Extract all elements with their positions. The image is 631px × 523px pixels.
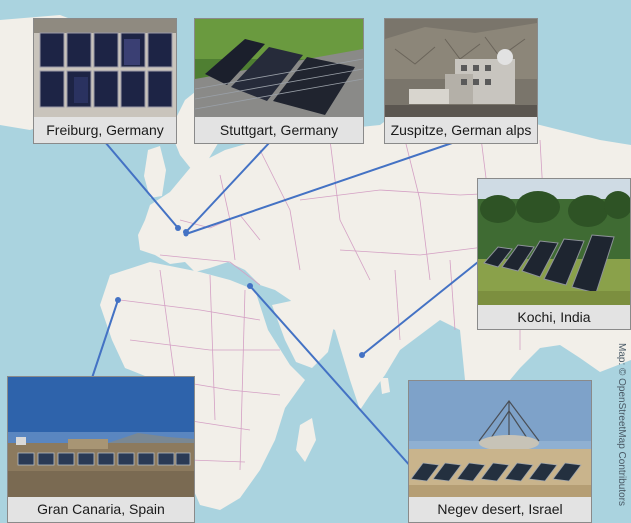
land-britain — [144, 146, 166, 198]
marker-gran-canaria — [115, 297, 121, 303]
site-label-kochi: Kochi, India — [478, 305, 630, 329]
site-card-negev: Negev desert, Israel — [408, 380, 592, 523]
marker-negev — [247, 283, 253, 289]
site-label-negev: Negev desert, Israel — [409, 497, 591, 522]
solar-panel-array-photo-icon — [478, 179, 630, 305]
site-label-stuttgart: Stuttgart, Germany — [195, 117, 363, 143]
map-attribution: Map: © OpenStreetMap Contributors — [616, 343, 627, 506]
solar-panel-array-photo-icon — [34, 19, 176, 119]
site-label-zugspitze: Zuspitze, German alps — [385, 117, 537, 143]
connector-zugspitze — [185, 141, 456, 235]
connector-gran-canaria — [91, 299, 119, 379]
solar-panel-array-photo-icon — [195, 19, 363, 119]
site-label-freiburg: Freiburg, Germany — [34, 117, 176, 143]
land-arabia — [272, 298, 335, 368]
site-markers — [115, 225, 365, 358]
connector-freiburg — [104, 141, 179, 229]
marker-zugspitze — [183, 231, 189, 237]
site-card-zugspitze: Zuspitze, German alps — [384, 18, 538, 144]
marker-kochi — [359, 352, 365, 358]
marker-freiburg — [175, 225, 181, 231]
mountain-station-photo-icon — [385, 19, 537, 119]
connector-negev — [249, 285, 413, 469]
connector-lines — [91, 141, 479, 469]
solar-panel-array-photo-icon — [8, 377, 194, 499]
site-label-gran-canaria: Gran Canaria, Spain — [8, 497, 194, 522]
site-card-gran-canaria: Gran Canaria, Spain — [7, 376, 195, 523]
connector-kochi — [361, 261, 479, 356]
land-madagascar — [296, 418, 316, 462]
site-card-kochi: Kochi, India — [477, 178, 631, 330]
connector-stuttgart — [185, 141, 271, 233]
land-srilanka — [380, 378, 390, 394]
site-card-freiburg: Freiburg, Germany — [33, 18, 177, 144]
site-card-stuttgart: Stuttgart, Germany — [194, 18, 364, 144]
land-africa — [100, 262, 305, 510]
solar-panel-array-photo-icon — [409, 381, 591, 499]
